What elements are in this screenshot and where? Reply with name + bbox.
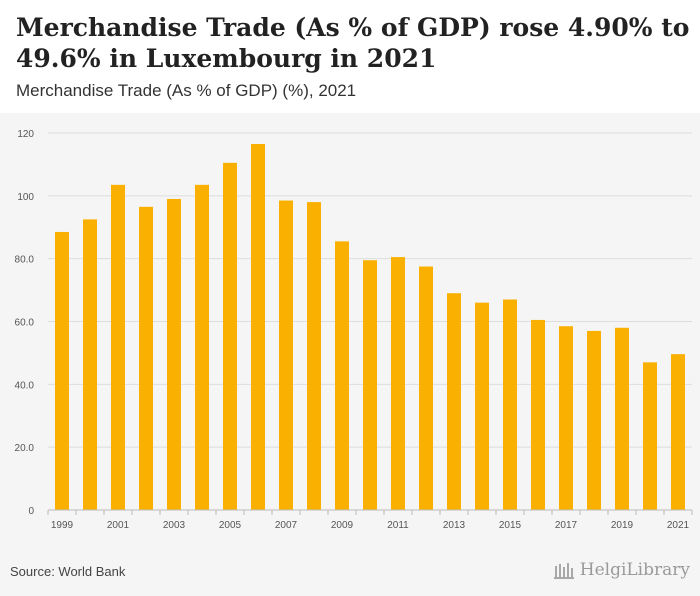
bar-2012 bbox=[419, 266, 433, 510]
bar-2002 bbox=[139, 206, 153, 510]
bar-2013 bbox=[447, 293, 461, 510]
brand-name: HelgiLibrary bbox=[579, 560, 690, 580]
x-tick-label: 2001 bbox=[107, 520, 130, 531]
bar-chart: 0 20.0 40.0 60.0 80.0 100 120 1999 2001 2003 2005 2… bbox=[15, 129, 693, 531]
bar-2016 bbox=[531, 319, 545, 510]
x-tick-label: 2005 bbox=[219, 520, 242, 531]
chart-title: Merchandise Trade (As % of GDP) rose 4.9… bbox=[16, 13, 690, 73]
bar-2011 bbox=[391, 257, 405, 510]
bar-2008 bbox=[307, 202, 321, 510]
y-tick-label: 0 bbox=[28, 506, 34, 517]
x-tick-label: 2013 bbox=[443, 520, 466, 531]
library-icon bbox=[553, 563, 574, 579]
y-tick-label: 40.0 bbox=[15, 380, 35, 391]
x-tick-label: 2017 bbox=[555, 520, 578, 531]
chart-footer bbox=[0, 551, 700, 596]
bar-2004 bbox=[195, 184, 209, 510]
chart-header: Merchandise Trade (As % of GDP) rose 4.9… bbox=[0, 0, 700, 113]
bar-2018 bbox=[587, 330, 601, 510]
x-tick-label: 2019 bbox=[611, 520, 634, 531]
source-label: Source: World Bank bbox=[10, 564, 126, 579]
x-tick-label: 1999 bbox=[51, 520, 74, 531]
bar-2017 bbox=[559, 326, 573, 510]
bar-2019 bbox=[615, 327, 629, 510]
y-tick-label: 20.0 bbox=[15, 443, 35, 454]
x-tick-label: 2015 bbox=[499, 520, 522, 531]
bar-2021 bbox=[671, 354, 685, 510]
y-tick-label: 60.0 bbox=[15, 318, 35, 329]
bar-2001 bbox=[111, 184, 125, 510]
bar-2000 bbox=[83, 219, 97, 510]
x-tick-label: 2021 bbox=[667, 520, 690, 531]
bar-2015 bbox=[503, 299, 517, 510]
bar-2003 bbox=[167, 198, 181, 510]
y-tick-label: 120 bbox=[17, 129, 34, 140]
y-tick-label: 80.0 bbox=[15, 255, 35, 266]
bar-2010 bbox=[363, 260, 377, 510]
x-tick-label: 2007 bbox=[275, 520, 298, 531]
bar-2009 bbox=[335, 241, 349, 510]
chart-subtitle: Merchandise Trade (As % of GDP) (%), 202… bbox=[16, 81, 357, 100]
x-tick-label: 2009 bbox=[331, 520, 354, 531]
brand-logo: HelgiLibrary bbox=[553, 560, 690, 580]
bar-2007 bbox=[279, 200, 293, 510]
bar-2006 bbox=[251, 143, 265, 510]
bar-2005 bbox=[223, 162, 237, 510]
x-tick-label: 2003 bbox=[163, 520, 186, 531]
x-tick-label: 2011 bbox=[387, 520, 409, 531]
y-tick-label: 100 bbox=[17, 192, 34, 203]
bar-2020 bbox=[643, 362, 657, 510]
bar-2014 bbox=[475, 302, 489, 510]
bar-1999 bbox=[55, 231, 69, 510]
